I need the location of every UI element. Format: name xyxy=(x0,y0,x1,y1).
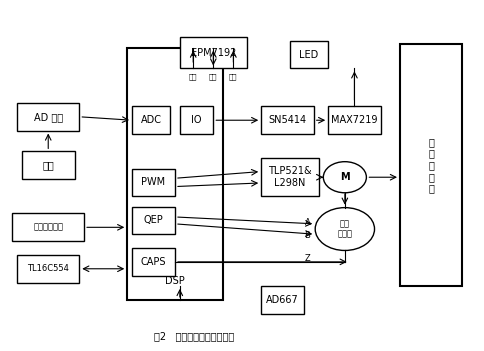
Text: DSP: DSP xyxy=(165,276,185,286)
Text: Z: Z xyxy=(304,254,310,263)
Text: 单杆: 单杆 xyxy=(43,160,54,170)
FancyBboxPatch shape xyxy=(180,106,213,134)
Text: QEP: QEP xyxy=(144,216,164,225)
Text: 地址: 地址 xyxy=(189,74,197,80)
Text: IO: IO xyxy=(191,115,202,125)
FancyBboxPatch shape xyxy=(17,103,79,131)
FancyBboxPatch shape xyxy=(180,37,247,68)
FancyBboxPatch shape xyxy=(400,44,462,286)
FancyBboxPatch shape xyxy=(22,151,75,179)
FancyBboxPatch shape xyxy=(127,48,223,300)
Text: 图2   伺服控制器的硬件结构: 图2 伺服控制器的硬件结构 xyxy=(154,331,234,341)
FancyBboxPatch shape xyxy=(17,255,79,283)
FancyBboxPatch shape xyxy=(132,207,175,234)
FancyBboxPatch shape xyxy=(132,168,175,196)
Text: B: B xyxy=(304,231,310,240)
Text: CAPS: CAPS xyxy=(141,257,166,267)
Text: 光学系统信号: 光学系统信号 xyxy=(33,223,63,232)
Text: PWM: PWM xyxy=(141,177,166,187)
Text: AD 采样: AD 采样 xyxy=(34,112,63,122)
Text: 数据: 数据 xyxy=(209,74,217,80)
FancyBboxPatch shape xyxy=(132,248,175,276)
Text: ADC: ADC xyxy=(140,115,162,125)
Text: AD667: AD667 xyxy=(266,295,299,305)
Text: 控制: 控制 xyxy=(229,74,238,80)
FancyBboxPatch shape xyxy=(13,213,84,241)
Text: 光电
编码器: 光电 编码器 xyxy=(337,219,352,239)
Text: EPM7192: EPM7192 xyxy=(191,48,236,58)
FancyBboxPatch shape xyxy=(290,41,328,68)
FancyBboxPatch shape xyxy=(132,106,170,134)
FancyBboxPatch shape xyxy=(261,106,314,134)
Text: TL16C554: TL16C554 xyxy=(27,264,69,273)
Text: LED: LED xyxy=(300,49,318,60)
FancyBboxPatch shape xyxy=(261,158,318,196)
Text: 光
学
跟
踪
架: 光 学 跟 踪 架 xyxy=(428,137,434,193)
Text: TLP521&
L298N: TLP521& L298N xyxy=(268,166,312,188)
Text: SN5414: SN5414 xyxy=(269,115,306,125)
Text: M: M xyxy=(340,172,349,182)
Text: A: A xyxy=(304,218,310,227)
Text: MAX7219: MAX7219 xyxy=(331,115,378,125)
FancyBboxPatch shape xyxy=(261,286,304,314)
FancyBboxPatch shape xyxy=(328,106,381,134)
